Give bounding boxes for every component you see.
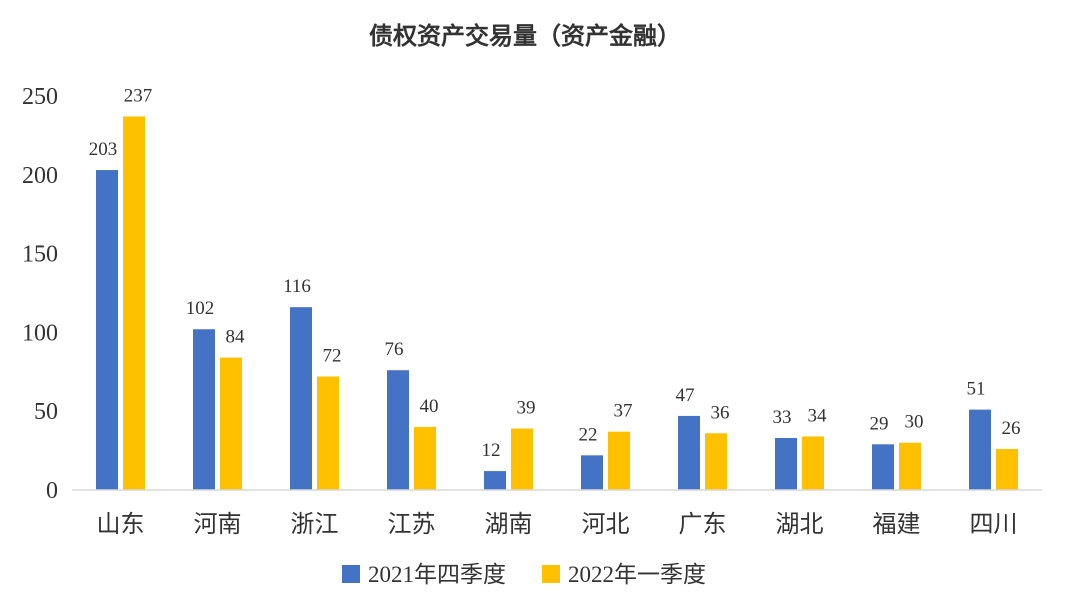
data-label: 30 xyxy=(905,412,924,433)
legend: 2021年四季度 2022年一季度 xyxy=(342,562,706,587)
data-label: 39 xyxy=(517,398,536,419)
data-label: 40 xyxy=(420,396,439,417)
bar xyxy=(96,170,118,490)
y-tick-label: 200 xyxy=(22,163,58,189)
x-tick-label: 浙江 xyxy=(291,510,339,538)
data-label: 34 xyxy=(808,405,828,426)
x-tick-label: 福建 xyxy=(873,510,921,538)
x-tick-label: 湖南 xyxy=(485,510,533,538)
y-tick-label: 100 xyxy=(22,320,58,346)
bar xyxy=(123,116,145,490)
bar xyxy=(705,433,727,490)
legend-swatch xyxy=(342,565,360,583)
bar xyxy=(802,436,824,490)
data-label: 29 xyxy=(870,413,889,434)
bar xyxy=(387,370,409,490)
y-tick-label: 250 xyxy=(22,84,58,110)
data-label: 72 xyxy=(323,346,342,367)
data-label: 12 xyxy=(482,440,501,461)
x-tick-label: 河北 xyxy=(582,510,630,538)
bar xyxy=(608,431,630,490)
x-tick-label: 河南 xyxy=(194,510,242,538)
bar xyxy=(193,329,215,490)
data-label: 33 xyxy=(773,407,792,428)
legend-label: 2022年一季度 xyxy=(568,562,706,587)
chart-title: 债权资产交易量（资产金融） xyxy=(369,21,681,50)
bar xyxy=(899,442,921,490)
y-tick-label: 150 xyxy=(22,242,58,268)
data-label: 84 xyxy=(226,327,246,348)
y-tick-label: 50 xyxy=(34,399,58,425)
x-tick-label: 广东 xyxy=(679,510,727,538)
legend-swatch xyxy=(542,565,560,583)
legend-label: 2021年四季度 xyxy=(368,562,506,587)
x-tick-label: 四川 xyxy=(970,510,1018,538)
bars xyxy=(96,116,1018,490)
bar xyxy=(872,444,894,490)
bar xyxy=(484,471,506,490)
bar xyxy=(290,307,312,490)
data-label: 47 xyxy=(676,385,695,406)
bar xyxy=(581,455,603,490)
x-tick-label: 山东 xyxy=(97,510,145,538)
bar xyxy=(969,409,991,490)
x-tick-label: 湖北 xyxy=(776,510,824,538)
y-axis-ticks: 0 50 100 150 200 250 xyxy=(22,84,58,504)
bar xyxy=(775,437,797,490)
x-tick-label: 江苏 xyxy=(388,510,436,538)
data-label: 22 xyxy=(579,424,598,445)
data-labels: 203 237 102 84 116 72 76 40 12 39 22 37 47 36 33 34 29 30… xyxy=(89,85,1021,461)
data-label: 37 xyxy=(614,401,633,422)
data-label: 76 xyxy=(385,339,404,360)
data-label: 36 xyxy=(711,402,730,423)
data-label: 102 xyxy=(186,298,215,319)
bar xyxy=(414,426,436,490)
data-label: 51 xyxy=(967,379,986,400)
bar xyxy=(317,376,339,490)
bar xyxy=(220,357,242,490)
x-axis-ticks: 山东 河南 浙江 江苏 湖南 河北 广东 湖北 福建 四川 xyxy=(97,510,1018,538)
data-label: 26 xyxy=(1002,418,1021,439)
data-label: 237 xyxy=(124,85,153,106)
bar xyxy=(996,449,1018,490)
y-tick-label: 0 xyxy=(46,478,58,504)
bar xyxy=(511,428,533,490)
bar xyxy=(678,415,700,490)
data-label: 116 xyxy=(283,276,311,297)
data-label: 203 xyxy=(89,139,118,160)
